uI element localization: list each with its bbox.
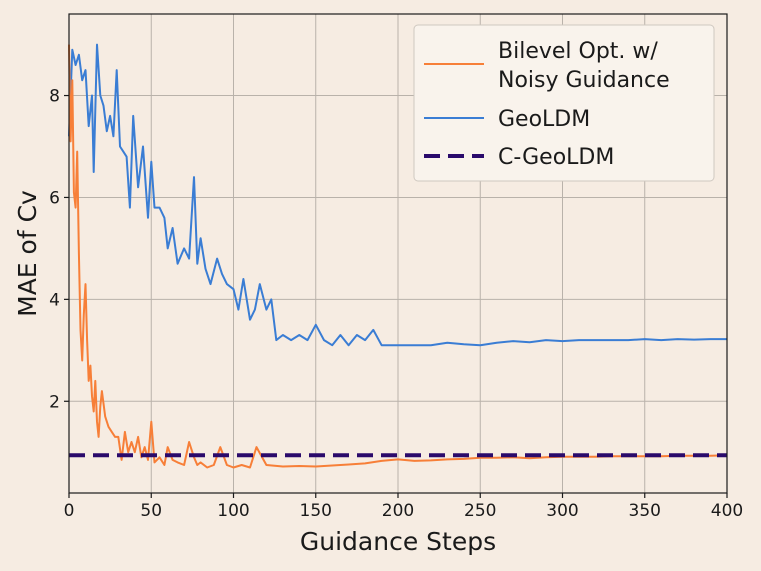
y-tick-label: 8 (49, 87, 60, 107)
x-axis-label: Guidance Steps (300, 527, 496, 556)
legend-label-bilevel-opt-w-noisy-guidance: Bilevel Opt. w/ (498, 39, 658, 64)
legend: Bilevel Opt. w/Noisy Guidance GeoLDM C-Geo… (413, 24, 715, 182)
x-tick-label: 300 (546, 501, 578, 521)
x-tick-label: 50 (140, 501, 162, 521)
series-line-geoldm (68, 43, 727, 347)
series-layer (68, 43, 728, 469)
legend-label-bilevel-opt-w-noisy-guidance: Noisy Guidance (498, 68, 670, 93)
legend-label-c-geoldm: C-GeoLDM (498, 145, 614, 170)
legend-box (413, 24, 715, 182)
y-tick-label: 4 (49, 290, 60, 310)
x-tick-label: 150 (300, 501, 332, 521)
x-tick-label: 200 (382, 501, 414, 521)
x-tick-label: 350 (629, 501, 661, 521)
y-axis-label: MAE of Cv (13, 190, 42, 317)
y-tick-label: 6 (49, 188, 60, 208)
axis-ticks: 0 50 100 150 200 250 300 350 400 2 4 6 8 (49, 87, 743, 521)
series-line-bilevel-opt-w-noisy-guidance (68, 44, 728, 469)
x-tick-label: 250 (464, 501, 496, 521)
y-tick-label: 2 (49, 392, 60, 412)
x-tick-label: 100 (217, 501, 249, 521)
x-tick-label: 0 (64, 501, 75, 521)
legend-label-geoldm: GeoLDM (498, 107, 590, 132)
x-tick-label: 400 (711, 501, 743, 521)
